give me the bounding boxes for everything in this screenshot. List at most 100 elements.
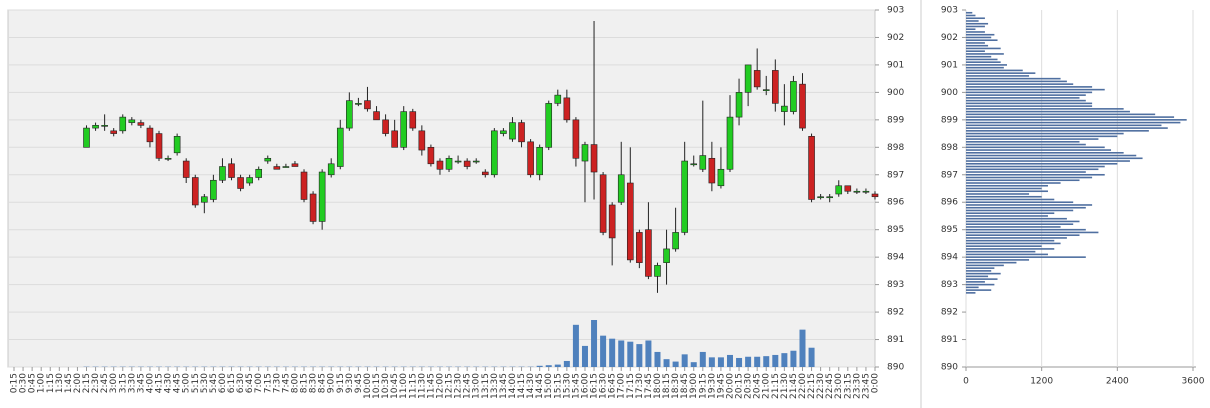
x-tick-label: 23:00	[834, 373, 844, 399]
profile-bar	[966, 44, 989, 47]
profile-bar	[966, 283, 995, 286]
x-tick-label: 23:30	[852, 373, 862, 399]
candle-body	[527, 141, 534, 176]
volume-bar	[790, 350, 797, 367]
y-tick-label: 901	[941, 60, 958, 70]
volume-bar	[618, 340, 625, 367]
profile-bar	[966, 179, 1080, 182]
profile-bar	[966, 239, 1055, 242]
candle-body	[491, 130, 498, 176]
profile-bar	[966, 176, 1093, 179]
profile-bar	[966, 149, 1112, 151]
x-tick-label: 1:15	[46, 373, 56, 393]
profile-bar	[966, 165, 1105, 168]
profile-bar	[966, 209, 1074, 212]
x-tick-label: 19:30	[707, 373, 717, 399]
x-tick-label: 19:00	[689, 373, 699, 399]
candle-body	[237, 177, 244, 189]
profile-bar	[966, 275, 989, 278]
x-tick-label: 14:45	[535, 373, 545, 399]
x-tick-label: 20:15	[735, 373, 745, 399]
candle-body	[409, 111, 417, 129]
volume-bar	[554, 364, 561, 367]
volume-bar	[754, 356, 761, 367]
y-tick-label: 898	[887, 143, 904, 153]
x-tick-label: 19:15	[698, 373, 708, 399]
x-tick-label: 18:15	[662, 373, 672, 399]
x-tick-label: 18:30	[671, 373, 681, 399]
candle-body	[300, 171, 308, 200]
candle-body	[663, 248, 670, 263]
profile-bar	[966, 66, 1004, 69]
x-tick-label: 17:00	[617, 373, 627, 399]
candle-body	[291, 163, 299, 167]
y-tick-label: 903	[941, 6, 958, 16]
profile-bar	[966, 256, 1086, 258]
x-tick-label: 21:30	[780, 373, 790, 399]
profile-bar	[966, 162, 1118, 165]
candle-body	[862, 190, 870, 193]
candle-body	[110, 130, 117, 134]
profile-bar	[966, 226, 1061, 228]
profile-bar	[966, 135, 1118, 138]
x-tick-label: 8:45	[318, 373, 328, 393]
x-tick-label: 12:00	[435, 373, 445, 399]
volume-bar	[563, 360, 570, 367]
volume-bar	[672, 361, 679, 367]
volume-bar	[736, 357, 743, 367]
x-tick-label: 6:15	[227, 373, 237, 393]
x-tick-label: 0:15	[10, 373, 20, 393]
profile-bar	[966, 160, 1130, 162]
profile-bar	[966, 270, 992, 272]
profile-bar	[966, 190, 1048, 193]
profile-bar	[966, 47, 1001, 50]
candle-body	[753, 70, 761, 88]
candle-body	[626, 182, 634, 261]
y-tick-label: 890	[941, 363, 958, 373]
x-tick-label: 13:15	[481, 373, 491, 399]
profile-bar	[966, 108, 1124, 110]
x-tick-label: 4:15	[155, 373, 165, 393]
profile-bar	[966, 141, 1080, 143]
y-tick-label: 902	[887, 33, 904, 43]
volume-bar	[781, 353, 788, 367]
x-tick-label: 9:30	[345, 373, 355, 393]
x-tick-label: 20:45	[753, 373, 763, 399]
profile-bar	[966, 132, 1124, 135]
profile-bar	[966, 11, 973, 14]
candle-body	[572, 119, 580, 159]
x-tick-label: 17:30	[635, 373, 645, 399]
volume-bar	[663, 359, 670, 367]
profile-bar	[966, 154, 1137, 157]
x-tick-label: 5:30	[200, 373, 210, 393]
candle-body	[808, 136, 815, 200]
profile-bar	[966, 143, 1086, 146]
x-tick-label: 8:00	[290, 373, 300, 393]
candle-body	[799, 83, 806, 129]
x-tick-label: 9:45	[354, 373, 364, 393]
volume-bar	[763, 356, 770, 367]
profile-bar	[966, 193, 1030, 195]
candle-body	[563, 97, 571, 121]
candle-body	[355, 103, 362, 105]
profile-bar	[966, 130, 1149, 132]
y-tick-label: 894	[941, 253, 958, 263]
x-tick-label: 3:30	[127, 373, 137, 393]
x-tick-label: 22:15	[807, 373, 817, 399]
candle-body	[445, 157, 453, 170]
profile-bar	[966, 77, 1061, 80]
candle-body	[373, 111, 380, 121]
candle-body	[454, 160, 462, 163]
x-tick-label: 20:00	[725, 373, 735, 399]
profile-bar	[966, 105, 1093, 107]
x-tick-label: 10:00	[363, 373, 373, 399]
x-tick-label: 10:45	[390, 373, 400, 399]
volume-bar	[591, 320, 598, 367]
profile-bar	[966, 248, 1055, 250]
profile-bar	[966, 124, 1162, 127]
volume-bar	[717, 357, 724, 367]
profile-bar	[966, 72, 1036, 74]
candle-body	[146, 127, 154, 143]
x-tick-label: 21:45	[789, 373, 799, 399]
